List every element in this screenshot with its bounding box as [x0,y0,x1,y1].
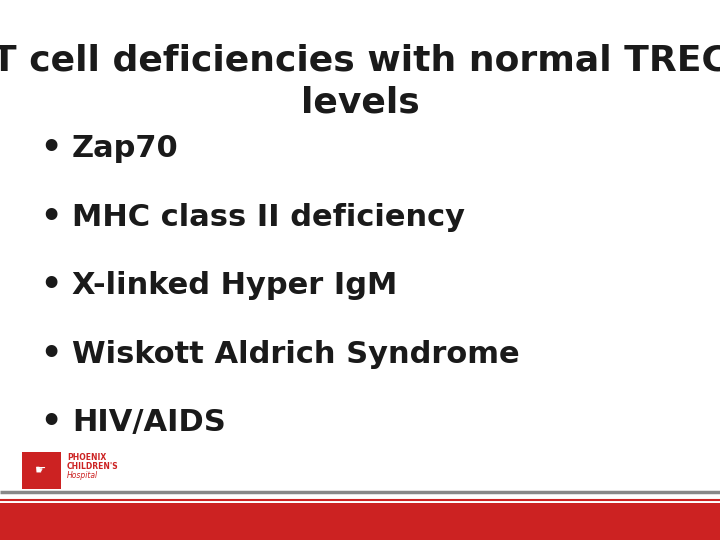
Text: •: • [40,132,61,165]
Text: •: • [40,406,61,440]
Text: X-linked Hyper IgM: X-linked Hyper IgM [72,271,397,300]
Text: HIV/AIDS: HIV/AIDS [72,408,226,437]
Text: •: • [40,269,61,302]
Text: ☛: ☛ [35,464,47,477]
Text: Wiskott Aldrich Syndrome: Wiskott Aldrich Syndrome [72,340,520,369]
Text: PHOENIX: PHOENIX [67,454,107,462]
Text: •: • [40,338,61,371]
Text: CHILDREN'S: CHILDREN'S [67,462,119,471]
Bar [0,503,720,540]
Bar [22,452,61,489]
Text: •: • [40,200,61,234]
Text: Hospital: Hospital [67,471,98,480]
Text: MHC class II deficiency: MHC class II deficiency [72,202,465,232]
Text: Zap70: Zap70 [72,134,179,163]
Text: T cell deficiencies with normal TREC
levels: T cell deficiencies with normal TREC lev… [0,43,720,119]
